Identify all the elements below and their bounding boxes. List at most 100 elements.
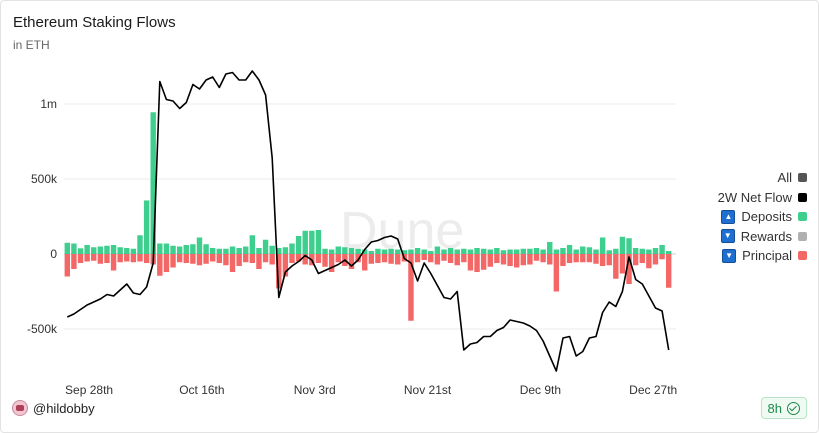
deposit-bar	[606, 250, 612, 254]
deposit-bar	[626, 238, 632, 254]
principal-bar	[441, 254, 447, 261]
principal-bar	[414, 254, 421, 263]
principal-bar	[560, 254, 566, 266]
principal-bar	[487, 254, 493, 267]
deposit-bar	[434, 246, 441, 254]
principal-bar	[190, 254, 196, 264]
principal-bar	[646, 254, 652, 269]
principal-bar	[527, 254, 533, 265]
deposit-bar	[375, 248, 381, 254]
deposit-bar	[480, 248, 487, 254]
principal-bar	[454, 254, 460, 266]
principal-bar	[361, 254, 368, 271]
deposit-bar	[540, 249, 546, 254]
deposit-bar	[665, 251, 672, 254]
deposit-bar	[474, 248, 480, 254]
author-name: @hildobby	[33, 400, 95, 416]
principal-bar	[566, 254, 573, 263]
deposit-bar	[632, 248, 639, 254]
chart-subtitle: in ETH	[13, 38, 50, 52]
principal-bar	[170, 254, 176, 268]
author-link[interactable]: @hildobby	[12, 400, 95, 416]
principal-bar	[613, 254, 619, 279]
deposit-bar	[428, 251, 434, 254]
net-flow-series	[66, 70, 670, 372]
avatar	[12, 400, 28, 416]
principal-bar	[236, 254, 242, 266]
legend-item-rewards[interactable]: ▼ Rewards	[677, 227, 807, 247]
deposit-bar	[64, 242, 71, 254]
principal-bar	[176, 254, 183, 263]
deposit-bar	[335, 246, 341, 254]
deposit-bar	[295, 236, 302, 254]
deposit-bar	[209, 248, 216, 254]
deposit-bar	[104, 245, 110, 254]
deposit-bar	[176, 246, 183, 254]
principal-bar	[209, 254, 216, 262]
principal-bar	[157, 254, 163, 276]
move-down-icon[interactable]: ▼	[722, 248, 737, 263]
principal-bar	[295, 254, 302, 262]
net-flow-line	[66, 70, 670, 372]
deposit-bar	[289, 243, 295, 254]
principal-bar	[381, 254, 388, 263]
principal-bar	[368, 254, 375, 264]
principal-bar	[203, 254, 209, 264]
deposit-bar	[269, 245, 275, 254]
principal-bar	[494, 254, 500, 263]
y-tick-label: -500k	[27, 322, 58, 336]
deposit-bar	[216, 248, 223, 254]
principal-bar	[216, 254, 223, 263]
legend-item-net-flow[interactable]: 2W Net Flow	[677, 188, 807, 208]
principal-bar	[632, 254, 639, 266]
principal-bar	[84, 254, 90, 262]
legend-item-deposits[interactable]: ▲ Deposits	[677, 207, 807, 227]
x-tick-label: Sep 28th	[65, 383, 113, 397]
principal-bar	[315, 254, 322, 263]
deposit-bar	[236, 248, 242, 254]
deposit-bar	[573, 249, 579, 254]
move-down-icon[interactable]: ▼	[720, 229, 735, 244]
principal-bar	[520, 254, 527, 266]
deposit-bar	[124, 248, 130, 254]
deposit-bar	[520, 248, 527, 254]
principal-bar	[573, 254, 579, 263]
deposit-bar	[130, 248, 137, 254]
deposit-bar	[533, 248, 540, 254]
principal-bar	[302, 254, 308, 265]
deposit-bar	[527, 248, 533, 254]
deposit-bar	[659, 245, 665, 254]
deposit-bar	[593, 249, 599, 254]
deposit-bar	[84, 245, 90, 254]
y-tick-label: 1m	[40, 97, 57, 111]
principal-bar	[355, 254, 361, 263]
deposit-bar	[71, 243, 77, 254]
move-up-icon[interactable]: ▲	[721, 209, 736, 224]
deposit-bar	[381, 249, 388, 254]
principal-bar	[124, 254, 130, 262]
deposit-bar	[580, 246, 586, 254]
legend-item-all[interactable]: All	[677, 168, 807, 188]
principal-bar	[269, 254, 275, 265]
legend-item-principal[interactable]: ▼ Principal	[677, 246, 807, 266]
deposit-bar	[500, 250, 507, 254]
refresh-age: 8h	[767, 400, 782, 416]
deposit-bar	[395, 249, 401, 254]
legend-label-deposits: Deposits	[741, 209, 792, 225]
principal-bar	[196, 254, 203, 266]
legend-label-all: All	[777, 170, 792, 186]
deposit-bar	[157, 243, 163, 254]
legend-label-principal: Principal	[742, 248, 792, 264]
x-axis: Sep 28th Oct 16th Nov 3rd Nov 21st Dec 9th De…	[65, 383, 677, 397]
deposit-bar	[328, 249, 335, 254]
principal-bar	[421, 254, 427, 260]
deposit-bar	[454, 249, 460, 254]
swatch-net-flow	[798, 192, 807, 202]
deposit-bar	[447, 248, 454, 254]
deposit-bar	[282, 247, 289, 254]
deposit-bar	[467, 249, 474, 254]
refresh-badge[interactable]: 8h	[760, 397, 807, 419]
principal-bar	[282, 254, 289, 277]
x-tick-label: Nov 3rd	[294, 383, 336, 397]
